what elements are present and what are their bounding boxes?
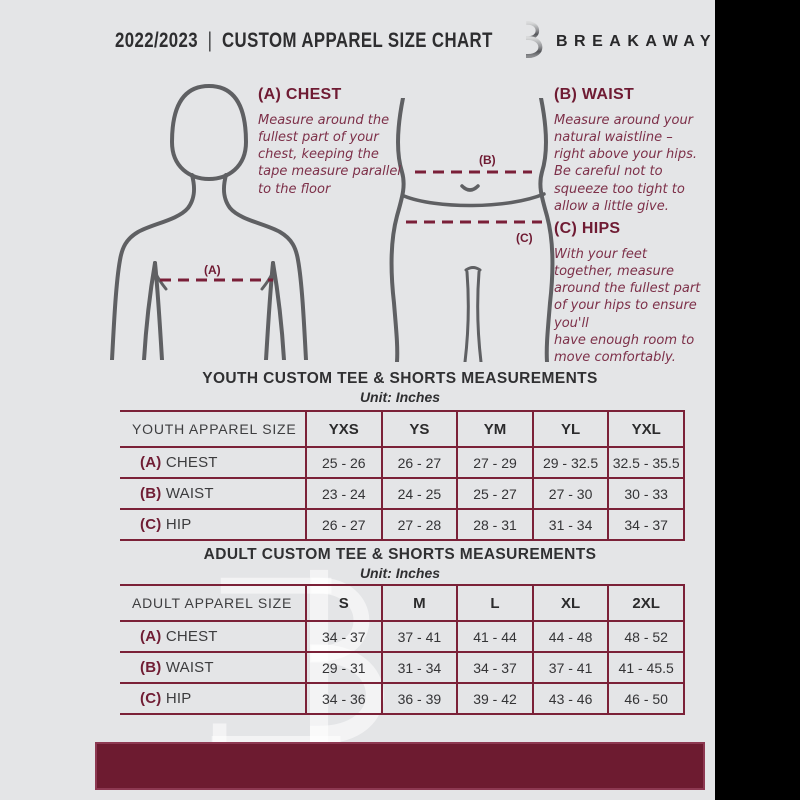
- season-label: 2022/2023: [115, 29, 199, 52]
- row-label: WAIST: [165, 659, 214, 676]
- adult-column-2xl: 2XL: [607, 584, 685, 622]
- adult-waist-xl: 37 - 41: [531, 651, 610, 684]
- adult-hip-label: (C) HIP: [120, 682, 307, 715]
- youth-waist-ym: 25 - 27: [456, 477, 534, 510]
- waist-instruction-heading: (B) WAIST: [554, 86, 635, 103]
- waist-marker-label: (B): [479, 153, 496, 167]
- adult-header-row: ADULT APPAREL SIZE S M L XL 2XL: [120, 584, 685, 622]
- youth-unit-label: Unit: Inches: [359, 389, 441, 405]
- youth-waist-yl: 27 - 30: [531, 477, 610, 510]
- adult-waist-row: (B) WAIST 29 - 31 31 - 34 34 - 37 37 - 4…: [120, 651, 685, 684]
- youth-size-table: YOUTH APPAREL SIZE YXS YS YM YL YXL (A) …: [120, 410, 685, 541]
- youth-chest-yl: 29 - 32.5: [531, 446, 610, 479]
- row-prefix: (C): [140, 516, 162, 533]
- adult-section-title: ADULT CUSTOM TEE & SHORTS MEASUREMENTS: [203, 546, 597, 563]
- adult-hip-2xl: 46 - 50: [607, 682, 685, 715]
- adult-waist-label: (B) WAIST: [120, 651, 307, 684]
- hips-instruction-heading: (C) HIPS: [554, 220, 621, 237]
- adult-hip-l: 39 - 42: [456, 682, 534, 715]
- page-title: 2022/2023 | CUSTOM APPAREL SIZE CHART: [115, 29, 493, 53]
- brand-name: BREAKAWAY: [556, 33, 718, 50]
- row-label: CHEST: [165, 454, 218, 471]
- adult-waist-l: 34 - 37: [456, 651, 534, 684]
- waist-hips-figure-diagram: (B) (C): [389, 98, 555, 362]
- youth-chest-yxs: 25 - 26: [305, 446, 383, 479]
- adult-column-s: S: [305, 584, 383, 622]
- adult-waist-2xl: 41 - 45.5: [607, 651, 685, 684]
- youth-waist-yxs: 23 - 24: [305, 477, 383, 510]
- youth-hip-yl: 31 - 34: [531, 508, 610, 541]
- adult-chest-row: (A) CHEST 34 - 37 37 - 41 41 - 44 44 - 4…: [120, 620, 685, 653]
- adult-chest-xl: 44 - 48: [531, 620, 610, 653]
- adult-column-m: M: [380, 584, 459, 622]
- adult-size-table: ADULT APPAREL SIZE S M L XL 2XL (A) CHES…: [120, 584, 685, 715]
- youth-column-ys: YS: [380, 410, 459, 448]
- waist-instruction: (B) WAIST Measure around your natural wa…: [554, 86, 710, 215]
- youth-chest-row: (A) CHEST 25 - 26 26 - 27 27 - 29 29 - 3…: [120, 446, 685, 479]
- youth-hip-yxs: 26 - 27: [305, 508, 383, 541]
- youth-hip-row: (C) HIP 26 - 27 27 - 28 28 - 31 31 - 34 …: [120, 508, 685, 541]
- title-text: CUSTOM APPAREL SIZE CHART: [222, 29, 493, 52]
- adult-waist-s: 29 - 31: [305, 651, 383, 684]
- breakaway-logo-icon: [504, 19, 543, 63]
- youth-hip-label: (C) HIP: [120, 508, 307, 541]
- adult-chest-m: 37 - 41: [380, 620, 459, 653]
- row-label: CHEST: [165, 628, 218, 645]
- chest-marker-label: (A): [204, 263, 221, 277]
- title-divider: |: [207, 29, 213, 52]
- chest-instruction-text: Measure around the fullest part of your …: [258, 113, 401, 197]
- right-black-band: [715, 0, 800, 800]
- youth-hip-ym: 28 - 31: [456, 508, 534, 541]
- row-label: HIP: [165, 690, 192, 707]
- footer-accent-bar: [95, 742, 705, 790]
- youth-column-ym: YM: [456, 410, 534, 448]
- chest-instruction-heading: (A) CHEST: [258, 86, 342, 103]
- youth-column-yxs: YXS: [305, 410, 383, 448]
- youth-hip-ys: 27 - 28: [380, 508, 459, 541]
- row-prefix: (B): [140, 659, 162, 676]
- adult-chest-label: (A) CHEST: [120, 620, 307, 653]
- adult-hip-s: 34 - 36: [305, 682, 383, 715]
- row-prefix: (C): [140, 690, 162, 707]
- row-label: HIP: [165, 516, 192, 533]
- adult-hip-row: (C) HIP 34 - 36 36 - 39 39 - 42 43 - 46 …: [120, 682, 685, 715]
- adult-hip-m: 36 - 39: [380, 682, 459, 715]
- adult-unit-label: Unit: Inches: [359, 565, 441, 581]
- adult-chest-s: 34 - 37: [305, 620, 383, 653]
- hips-instruction: (C) HIPS With your feet together, measur…: [554, 220, 710, 366]
- youth-chest-ys: 26 - 27: [380, 446, 459, 479]
- row-label: WAIST: [165, 485, 214, 502]
- youth-waist-row: (B) WAIST 23 - 24 24 - 25 25 - 27 27 - 3…: [120, 477, 685, 510]
- youth-column-yl: YL: [531, 410, 610, 448]
- adult-size-label: ADULT APPAREL SIZE: [120, 584, 307, 622]
- hips-instruction-text: With your feet together, measure around …: [554, 247, 701, 365]
- adult-chest-2xl: 48 - 52: [607, 620, 685, 653]
- youth-waist-ys: 24 - 25: [380, 477, 459, 510]
- youth-chest-ym: 27 - 29: [456, 446, 534, 479]
- youth-section-title: YOUTH CUSTOM TEE & SHORTS MEASUREMENTS: [202, 370, 598, 387]
- youth-chest-label: (A) CHEST: [120, 446, 307, 479]
- hips-marker-label: (C): [516, 231, 533, 245]
- chest-instruction: (A) CHEST Measure around the fullest par…: [258, 86, 418, 198]
- youth-hip-yxl: 34 - 37: [607, 508, 685, 541]
- youth-waist-label: (B) WAIST: [120, 477, 307, 510]
- adult-chest-l: 41 - 44: [456, 620, 534, 653]
- adult-column-l: L: [456, 584, 534, 622]
- chest-figure-diagram: (A): [110, 84, 308, 360]
- adult-column-xl: XL: [531, 584, 610, 622]
- youth-size-label: YOUTH APPAREL SIZE: [120, 410, 307, 448]
- youth-waist-yxl: 30 - 33: [607, 477, 685, 510]
- youth-header-row: YOUTH APPAREL SIZE YXS YS YM YL YXL: [120, 410, 685, 448]
- youth-chest-yxl: 32.5 - 35.5: [607, 446, 685, 479]
- adult-waist-m: 31 - 34: [380, 651, 459, 684]
- row-prefix: (A): [140, 628, 162, 645]
- waist-instruction-text: Measure around your natural waistline – …: [554, 113, 698, 214]
- adult-hip-xl: 43 - 46: [531, 682, 610, 715]
- row-prefix: (A): [140, 454, 162, 471]
- youth-column-yxl: YXL: [607, 410, 685, 448]
- row-prefix: (B): [140, 485, 162, 502]
